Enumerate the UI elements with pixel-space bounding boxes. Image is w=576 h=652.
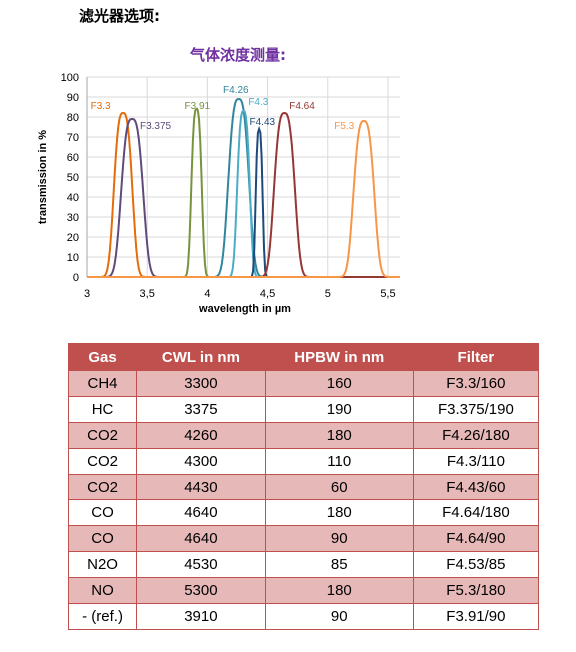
cell-filter: F3.91/90 <box>412 603 540 630</box>
cell-cwl: 4530 <box>136 551 266 579</box>
y-tick-label: 50 <box>67 172 79 184</box>
table-row: CH4 3300 160 F3.3/160 <box>67 370 540 397</box>
table-row: - (ref.) 3910 90 F3.91/90 <box>67 603 540 630</box>
filter-table: Gas CWL in nm HPBW in nm Filter CH4 3300 1… <box>67 343 540 630</box>
x-tick-label: 3 <box>84 288 90 300</box>
cell-gas: CO2 <box>67 421 138 449</box>
y-tick-label: 80 <box>67 112 79 124</box>
cell-hpbw: 110 <box>264 447 414 475</box>
cell-hpbw: 90 <box>264 525 414 553</box>
cell-gas: CO2 <box>67 447 138 475</box>
series-label: F4.26 <box>223 85 249 96</box>
cell-hpbw: 180 <box>264 421 414 449</box>
cell-cwl: 5300 <box>136 577 266 605</box>
header-hpbw: HPBW in nm <box>264 343 414 371</box>
table-row: NO 5300 180 F5.3/180 <box>67 577 540 605</box>
table-row: CO2 4300 110 F4.3/110 <box>67 447 540 475</box>
x-axis-title: wavelength in µm <box>198 303 291 315</box>
filter-table-header-row: Gas CWL in nm HPBW in nm Filter <box>67 343 540 371</box>
series-label: F4.64 <box>289 101 315 112</box>
filter-table-body: CH4 3300 160 F3.3/160 HC 3375 190 F3.375/190 CO2… <box>67 370 540 630</box>
cell-filter: F3.3/160 <box>412 370 540 397</box>
cell-filter: F4.3/110 <box>412 447 540 475</box>
cell-hpbw: 90 <box>264 603 414 630</box>
header-cwl: CWL in nm <box>136 343 266 371</box>
y-tick-label: 0 <box>73 272 79 284</box>
series-label: F3.3 <box>91 101 111 112</box>
cell-hpbw: 180 <box>264 577 414 605</box>
cell-cwl: 3300 <box>136 370 266 397</box>
cell-cwl: 4640 <box>136 525 266 553</box>
x-tick-label: 5,5 <box>380 288 395 300</box>
y-axis-title: transmission in % <box>37 130 49 224</box>
cell-hpbw: 160 <box>264 370 414 397</box>
page-heading: 滤光器选项: <box>79 7 160 25</box>
cell-gas: N2O <box>67 551 138 579</box>
table-row: CO2 4260 180 F4.26/180 <box>67 421 540 449</box>
cell-cwl: 4640 <box>136 499 266 527</box>
cell-cwl: 4260 <box>136 421 266 449</box>
series-label: F3.91 <box>185 101 211 112</box>
y-tick-label: 90 <box>67 92 79 104</box>
cell-filter: F4.53/85 <box>412 551 540 579</box>
table-row: CO 4640 180 F4.64/180 <box>67 499 540 527</box>
cell-hpbw: 60 <box>264 473 414 501</box>
cell-filter: F5.3/180 <box>412 577 540 605</box>
table-row: N2O 4530 85 F4.53/85 <box>67 551 540 579</box>
cell-gas: CO2 <box>67 473 138 501</box>
series-label: F4.3 <box>248 97 268 108</box>
y-tick-label: 30 <box>67 212 79 224</box>
cell-hpbw: 180 <box>264 499 414 527</box>
series-line <box>87 119 400 278</box>
cell-cwl: 4430 <box>136 473 266 501</box>
series-label: F3.375 <box>140 121 172 132</box>
cell-gas: - (ref.) <box>67 603 138 630</box>
header-gas: Gas <box>67 343 138 371</box>
cell-filter: F4.26/180 <box>412 421 540 449</box>
y-tick-label: 20 <box>67 232 79 244</box>
series-label: F5.3 <box>334 121 354 132</box>
chart-series <box>87 97 400 278</box>
chart-title: 气体浓度测量: <box>190 46 286 64</box>
cell-hpbw: 190 <box>264 395 414 423</box>
y-tick-label: 70 <box>67 132 79 144</box>
cell-filter: F4.43/60 <box>412 473 540 501</box>
x-tick-label: 4 <box>204 288 210 300</box>
cell-gas: NO <box>67 577 138 605</box>
table-row: CO 4640 90 F4.64/90 <box>67 525 540 553</box>
header-filter: Filter <box>412 343 540 371</box>
chart-axes: 0 10 20 30 40 50 60 70 80 90 100 3 3,5 4 4,5 5 5,5 <box>61 72 400 300</box>
cell-cwl: 4300 <box>136 447 266 475</box>
cell-cwl: 3375 <box>136 395 266 423</box>
cell-filter: F4.64/90 <box>412 525 540 553</box>
x-tick-label: 3,5 <box>140 288 155 300</box>
cell-cwl: 3910 <box>136 603 266 630</box>
x-tick-label: 5 <box>325 288 331 300</box>
cell-filter: F3.375/190 <box>412 395 540 423</box>
y-tick-label: 40 <box>67 192 79 204</box>
cell-filter: F4.64/180 <box>412 499 540 527</box>
y-tick-label: 10 <box>67 252 79 264</box>
y-tick-label: 100 <box>61 72 79 84</box>
cell-hpbw: 85 <box>264 551 414 579</box>
y-tick-label: 60 <box>67 152 79 164</box>
cell-gas: HC <box>67 395 138 423</box>
cell-gas: CO <box>67 525 138 553</box>
cell-gas: CH4 <box>67 370 138 397</box>
table-row: HC 3375 190 F3.375/190 <box>67 395 540 423</box>
x-tick-label: 4,5 <box>260 288 275 300</box>
table-row: CO2 4430 60 F4.43/60 <box>67 473 540 501</box>
series-label: F4.43 <box>250 117 276 128</box>
cell-gas: CO <box>67 499 138 527</box>
